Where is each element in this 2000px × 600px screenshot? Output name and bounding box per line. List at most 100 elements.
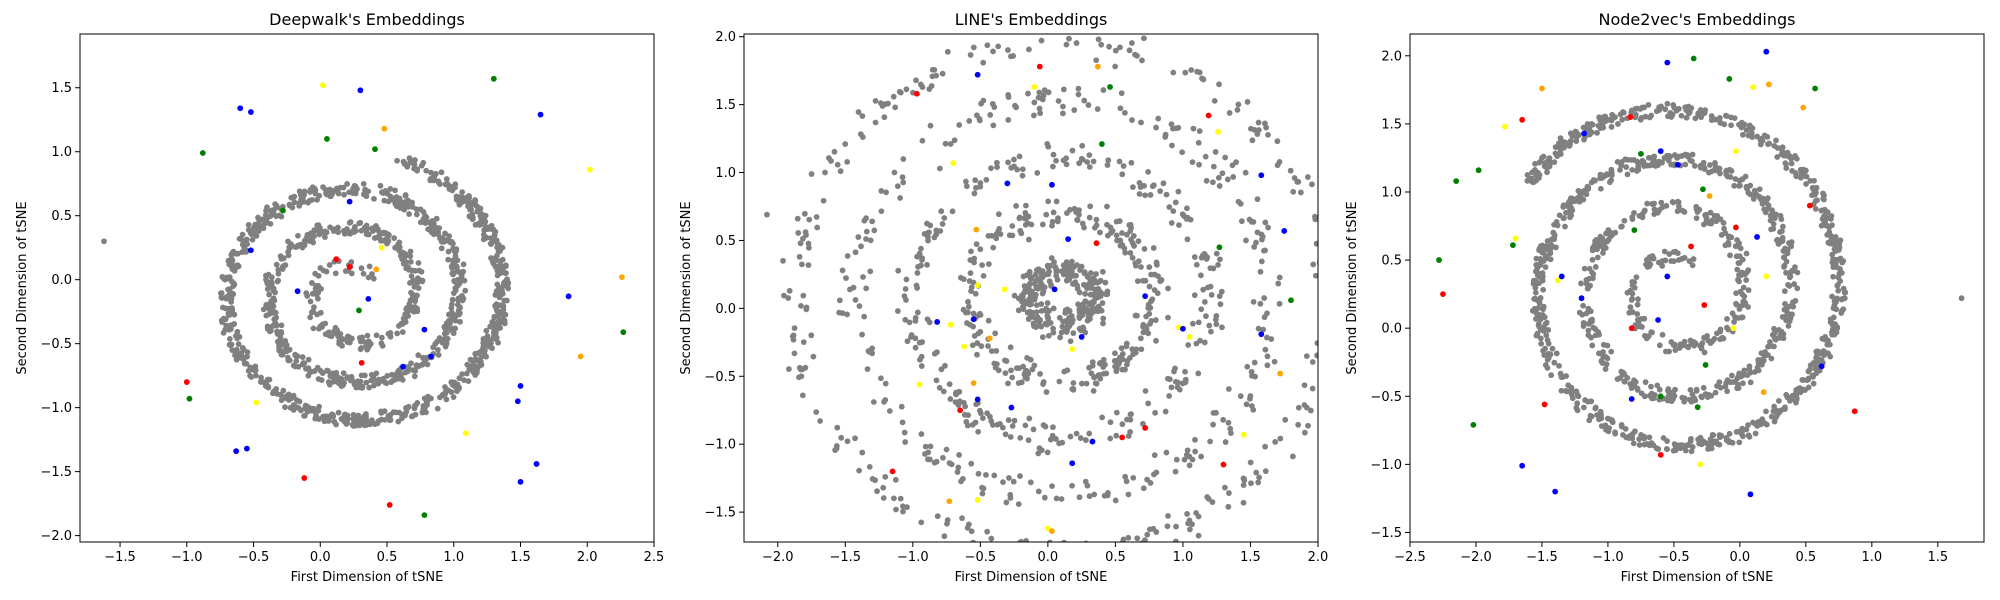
- deepwalk-data-point: [366, 341, 373, 347]
- line-data-point: [940, 388, 947, 395]
- line-data-point: [1237, 393, 1244, 400]
- node2vec-data-point: [1828, 213, 1835, 219]
- node2vec-data-point: [1600, 250, 1606, 256]
- node2vec-data-point: [1743, 277, 1750, 283]
- line-data-point: [918, 262, 924, 269]
- deepwalk-data-point: [459, 189, 466, 196]
- deepwalk-data-point: [401, 254, 408, 260]
- line-data-point: [1198, 306, 1205, 313]
- deepwalk-data-point: [432, 171, 439, 178]
- line-data-point: [1168, 121, 1175, 128]
- deepwalk-data-point: [454, 301, 461, 308]
- deepwalk-y-tick: 1.0: [51, 145, 80, 160]
- node2vec-data-point: [1569, 395, 1576, 402]
- line-data-point: [956, 398, 963, 405]
- line-data-point: [872, 119, 879, 126]
- node2vec-data-point: [1579, 311, 1586, 318]
- deepwalk-data-point: [421, 357, 428, 364]
- line-data-point: [1051, 286, 1058, 293]
- line-data-point: [1243, 237, 1249, 244]
- line-data-point: [904, 338, 911, 345]
- line-data-point: [1154, 261, 1160, 268]
- node2vec-data-point: [1512, 235, 1519, 242]
- line-data-point: [1083, 380, 1090, 387]
- deepwalk-data-point: [289, 204, 296, 211]
- deepwalk-data-point: [577, 353, 584, 360]
- node2vec-data-point: [1593, 236, 1600, 243]
- deepwalk-data-point: [587, 166, 593, 173]
- line-data-point: [1089, 362, 1096, 369]
- line-data-point: [844, 311, 851, 318]
- line-data-point: [936, 165, 943, 172]
- node2vec-data-point: [1551, 359, 1558, 366]
- deepwalk-data-point: [226, 335, 233, 342]
- deepwalk-data-point: [253, 372, 259, 379]
- line-data-point: [1069, 386, 1076, 392]
- line-data-point: [1175, 379, 1181, 386]
- line-data-point: [1193, 340, 1200, 347]
- line-data-point: [1150, 245, 1157, 251]
- line-data-point: [941, 215, 948, 221]
- line-data-point: [1250, 406, 1257, 413]
- line-data-point: [991, 472, 998, 479]
- node2vec-data-point: [1823, 221, 1830, 228]
- line-data-point: [1127, 221, 1134, 228]
- deepwalk-data-point: [433, 215, 440, 222]
- line-data-point: [1119, 171, 1126, 178]
- node2vec-x-tick: 0.5: [1796, 542, 1816, 565]
- node2vec-data-point: [1689, 151, 1696, 158]
- line-data-point: [985, 343, 991, 349]
- line-data-point: [1132, 260, 1139, 267]
- line-data-point: [1138, 346, 1145, 353]
- node2vec-data-point: [1829, 321, 1836, 328]
- deepwalk-data-point: [308, 407, 315, 414]
- line-data-point: [1021, 371, 1028, 378]
- line-data-point: [1150, 182, 1157, 189]
- line-data-point: [970, 539, 977, 542]
- node2vec-data-point: [1698, 343, 1705, 350]
- line-data-point: [1169, 142, 1175, 149]
- line-data-point: [1002, 357, 1008, 364]
- line-data-point: [843, 275, 849, 281]
- line-data-point: [861, 313, 868, 320]
- deepwalk-data-point: [308, 309, 315, 316]
- node2vec-data-point: [1672, 447, 1679, 454]
- line-data-point: [1173, 538, 1179, 542]
- node2vec-data-point: [1628, 325, 1635, 332]
- line-data-point: [1119, 539, 1126, 542]
- deepwalk-data-point: [272, 201, 279, 208]
- line-data-point: [1119, 421, 1126, 428]
- node2vec-data-point: [1556, 212, 1563, 219]
- node2vec-data-point: [1623, 164, 1630, 170]
- line-data-point: [1045, 315, 1051, 322]
- node2vec-data-point: [1790, 303, 1797, 310]
- line-data-point: [805, 240, 812, 247]
- node2vec-data-point: [1787, 269, 1794, 276]
- node2vec-data-point: [1668, 398, 1675, 405]
- deepwalk-data-point: [324, 367, 331, 374]
- deepwalk-data-point: [492, 263, 499, 270]
- line-data-point: [1086, 300, 1093, 307]
- line-data-point: [825, 155, 832, 161]
- node2vec-data-point: [1589, 316, 1595, 323]
- line-data-point: [1248, 480, 1254, 487]
- node2vec-data-point: [1612, 430, 1619, 437]
- node2vec-data-point: [1648, 329, 1655, 336]
- line-data-point: [1200, 286, 1207, 293]
- line-data-point: [1287, 167, 1294, 174]
- line-data-point: [1205, 112, 1212, 119]
- node2vec-data-point: [1718, 432, 1725, 439]
- deepwalk-data-point: [437, 235, 443, 242]
- deepwalk-data-point: [238, 350, 245, 357]
- line-data-point: [1009, 223, 1016, 229]
- node2vec-data-point: [1662, 106, 1669, 113]
- line-data-point: [983, 471, 989, 478]
- deepwalk-data-point: [354, 378, 361, 385]
- line-data-point: [1216, 244, 1223, 251]
- line-data-point: [1235, 101, 1242, 108]
- line-data-point: [1022, 300, 1029, 307]
- line-data-point: [954, 469, 961, 475]
- node2vec-data-point: [1716, 115, 1723, 121]
- deepwalk-data-point: [266, 291, 273, 298]
- line-data-point: [831, 148, 838, 155]
